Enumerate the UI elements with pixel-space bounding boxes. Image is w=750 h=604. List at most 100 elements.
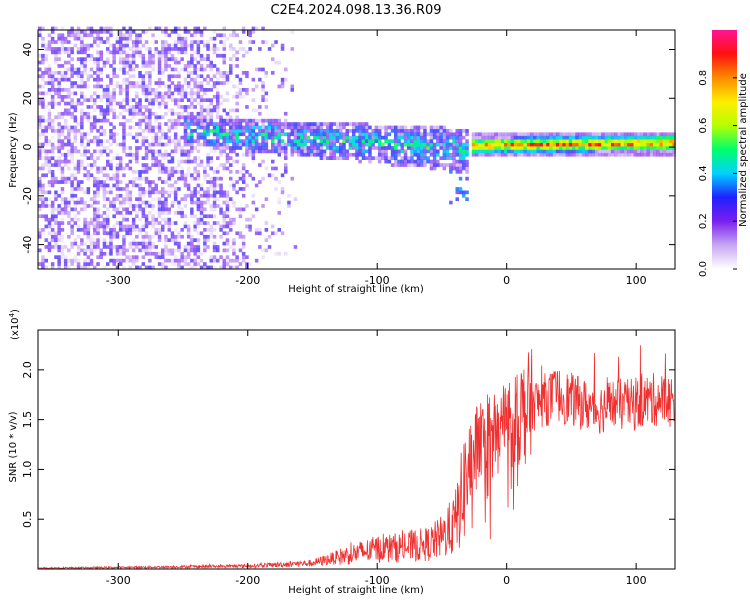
spectrogram-cell — [138, 108, 142, 113]
spectrogram-cell — [96, 176, 100, 181]
spectrogram-cell — [209, 118, 213, 123]
spectrogram-cell — [118, 258, 123, 263]
spectrogram-cell — [585, 132, 589, 137]
spectrogram-cell — [209, 98, 213, 102]
spectrogram-cell — [199, 53, 204, 58]
spectrogram-cell — [167, 57, 171, 61]
spectrogram-cell — [565, 152, 570, 157]
spectrogram-cell — [199, 40, 204, 44]
snr-x-axis: -300 -200 -100 0 100 — [106, 330, 647, 587]
spectrogram-cell — [115, 50, 120, 55]
spectrogram-cell — [63, 204, 68, 208]
spectrogram-cell — [371, 156, 375, 160]
spectrogram-cell — [41, 166, 45, 171]
spectrogram-cell — [67, 135, 71, 140]
spectrogram-cell — [271, 149, 275, 154]
spectrogram-cell — [177, 88, 181, 92]
spectrogram-cell — [397, 142, 401, 147]
spectrogram-cell — [630, 149, 634, 154]
spectrogram-cell — [180, 146, 184, 150]
spectrogram-cell — [125, 132, 129, 137]
spectrogram-cell — [222, 200, 226, 205]
spectrogram-cell — [206, 98, 210, 102]
spectrogram-cell — [436, 149, 440, 154]
spectrogram-cell — [41, 105, 45, 109]
spectrogram-cell — [41, 129, 45, 133]
spectrogram-cell — [50, 173, 55, 178]
spectrogram-cell — [520, 142, 524, 147]
spectrogram-cell — [248, 228, 252, 232]
spectrogram-cell — [47, 43, 52, 48]
spectrogram-cell — [196, 47, 201, 51]
spectrogram-cell — [109, 33, 113, 38]
spectrogram-cell — [164, 180, 168, 184]
spectrogram-cell — [131, 60, 136, 65]
spectrogram-cell — [458, 170, 463, 174]
spectrogram-cell — [238, 176, 243, 181]
spectrogram-frame — [37, 29, 676, 270]
spectrogram-cell — [128, 245, 133, 249]
spectrogram-cell — [530, 152, 534, 157]
spectrogram-cell — [106, 176, 110, 181]
spectrogram-cell — [70, 71, 74, 75]
spectrogram-cell — [585, 149, 589, 154]
spectrogram-cell — [102, 146, 107, 150]
spectrogram-cell — [235, 132, 239, 137]
spectrogram-cell — [186, 91, 191, 96]
spectrogram-cell — [44, 118, 48, 123]
spectrogram-cell — [186, 30, 191, 34]
spectrogram-cell — [274, 166, 278, 171]
spectrogram-cell — [38, 74, 42, 79]
x-tick-label: -200 — [235, 574, 260, 587]
spectrogram-cell — [326, 129, 330, 133]
spectrogram-cell — [225, 122, 230, 126]
spectrogram-cell — [196, 40, 201, 44]
spectrogram-cell — [80, 101, 84, 106]
spectrogram-cell — [245, 152, 249, 157]
spectrogram-cell — [533, 149, 537, 154]
spectrogram-cell — [151, 91, 155, 96]
spectrogram-cell — [138, 53, 142, 58]
spectrogram-cell — [598, 135, 602, 140]
spectrogram-cell — [335, 129, 340, 133]
spectrogram-cell — [510, 139, 515, 143]
spectrogram-cell — [636, 139, 641, 143]
spectrogram-cell — [186, 122, 191, 126]
spectrogram-cell — [157, 81, 162, 85]
spectrogram-cell — [649, 149, 654, 154]
spectrogram-cell — [245, 88, 249, 92]
spectrogram-cell — [245, 183, 249, 188]
spectrogram-cell — [510, 135, 515, 140]
spectrogram-cell — [112, 43, 116, 48]
spectrogram-cell — [125, 91, 129, 96]
spectrogram-cell — [96, 60, 100, 65]
spectrogram-cell — [170, 118, 175, 123]
spectrogram-cell — [38, 118, 42, 123]
spectrogram-cell — [148, 248, 152, 253]
spectrogram-cell — [122, 224, 126, 229]
spectrogram-cell — [364, 135, 369, 140]
spectrogram-cell — [183, 258, 188, 263]
spectrogram-cell — [128, 67, 133, 72]
spectrogram-cell — [225, 36, 230, 41]
spectrogram-cell — [277, 146, 281, 150]
spectrogram-cell — [154, 135, 158, 140]
spectrogram-cell — [190, 53, 194, 58]
spectrogram-cell — [83, 173, 87, 178]
spectrogram-cell — [442, 146, 447, 150]
spectrogram-cell — [67, 180, 71, 184]
spectrogram-cell — [93, 238, 97, 242]
spectrogram-cell — [258, 125, 262, 130]
spectrogram-cell — [225, 115, 230, 120]
spectrogram-cell — [484, 146, 489, 150]
spectrogram-cell — [410, 132, 414, 137]
spectrogram-cell — [41, 214, 45, 219]
spectrogram-cell — [164, 234, 168, 239]
spectrogram-cell — [190, 71, 194, 75]
spectrogram-cell — [419, 152, 424, 157]
spectrogram-cell — [170, 91, 175, 96]
spectrogram-cell — [225, 139, 230, 143]
spectrogram-cell — [219, 122, 223, 126]
spectrogram-cell — [199, 64, 204, 68]
spectrogram-cell — [183, 183, 188, 188]
